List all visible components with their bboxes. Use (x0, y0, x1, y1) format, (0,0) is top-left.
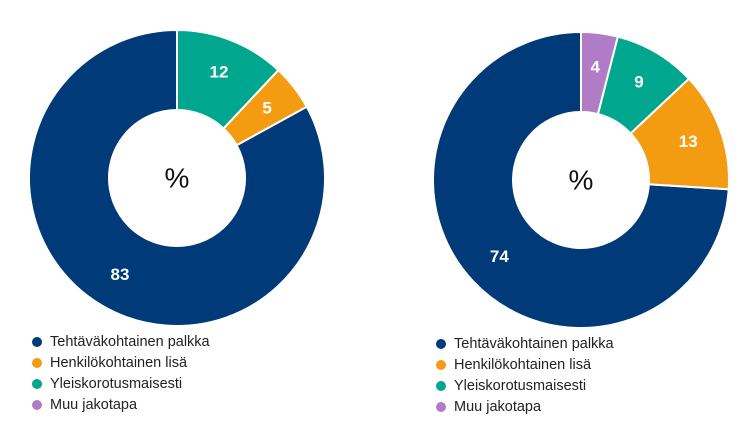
legend-label-0-0: Tehtäväkohtainen palkka (50, 333, 210, 350)
legend-label-1-0: Tehtäväkohtainen palkka (454, 335, 614, 352)
slice-0-0 (28, 28, 326, 327)
slice-1-3 (580, 30, 620, 116)
legend-right: Tehtäväkohtainen palkka Henkilökohtainen … (436, 333, 614, 417)
slice-label-1-2: 9 (634, 72, 643, 91)
legend-label-1-1: Henkilökohtainen lisä (454, 356, 592, 373)
slice-0-2 (176, 28, 280, 130)
legend-item-1-0: Tehtäväkohtainen palkka (436, 333, 614, 354)
slice-label-1-3: 4 (591, 57, 601, 76)
slice-label-0-0: 83 (111, 265, 130, 284)
legend-left: Tehtäväkohtainen palkka Henkilökohtainen … (32, 331, 210, 415)
legend-item-1-2: Yleiskorotusmaisesti (436, 375, 614, 396)
legend-swatch-0-1 (32, 357, 42, 368)
legend-swatch-1-2 (436, 380, 446, 391)
slice-label-1-0: 74 (490, 247, 509, 266)
legend-swatch-1-0 (436, 338, 446, 349)
legend-swatch-1-1 (436, 359, 446, 370)
legend-item-0-2: Yleiskorotusmaisesti (32, 373, 210, 394)
legend-label-1-3: Muu jakotapa (454, 398, 542, 415)
slice-1-1 (629, 77, 730, 191)
slice-1-0 (432, 30, 730, 329)
legend-item-0-1: Henkilökohtainen lisä (32, 352, 210, 373)
legend-label-0-1: Henkilökohtainen lisä (50, 354, 188, 371)
slice-0-1 (222, 68, 309, 147)
slice-label-0-1: 5 (262, 99, 271, 118)
legend-swatch-1-3 (436, 401, 446, 412)
legend-label-0-2: Yleiskorotusmaisesti (50, 375, 183, 392)
slice-label-0-2: 12 (210, 63, 229, 82)
donut-chart-right: 74 13 9 4% (432, 30, 730, 329)
legend-label-0-3: Muu jakotapa (50, 396, 138, 413)
legend-item-1-1: Henkilökohtainen lisä (436, 354, 614, 375)
legend-swatch-0-2 (32, 378, 42, 389)
legend-item-0-0: Tehtäväkohtainen palkka (32, 331, 210, 352)
legend-item-0-3: Muu jakotapa (32, 394, 210, 415)
slice-1-2 (596, 35, 691, 135)
slice-label-1-1: 13 (679, 132, 698, 151)
legend-swatch-0-3 (32, 399, 42, 410)
center-label-1: % (569, 165, 594, 196)
legend-label-1-2: Yleiskorotusmaisesti (454, 377, 587, 394)
center-label-0: % (165, 163, 190, 194)
legend-item-1-3: Muu jakotapa (436, 396, 614, 417)
donut-chart-left: 83 5 12% (28, 28, 326, 327)
legend-swatch-0-0 (32, 336, 42, 347)
